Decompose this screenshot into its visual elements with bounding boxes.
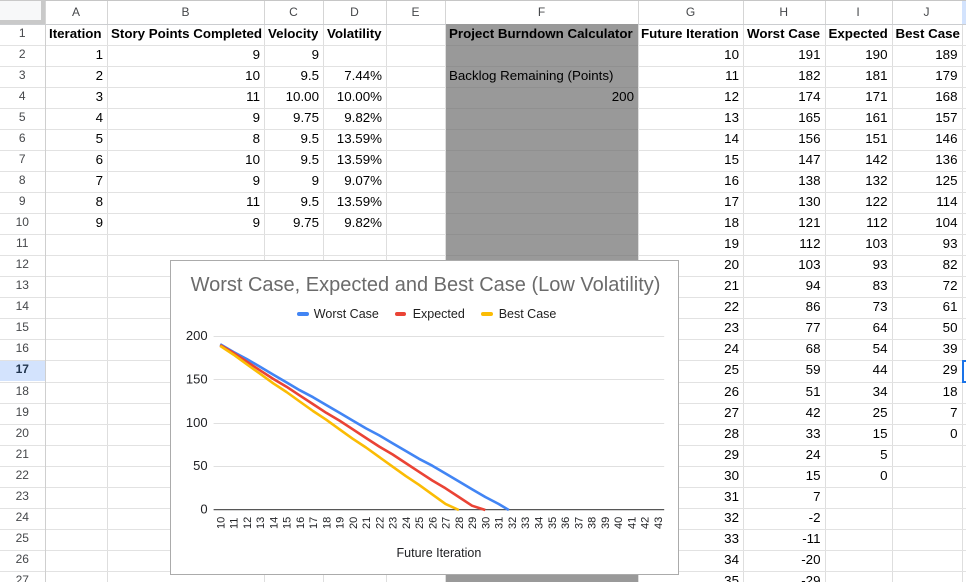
svg-text:15: 15 <box>282 517 294 529</box>
svg-text:43: 43 <box>653 517 665 529</box>
svg-text:33: 33 <box>520 517 532 529</box>
svg-text:32: 32 <box>507 517 519 529</box>
svg-text:18: 18 <box>321 517 333 529</box>
svg-text:17: 17 <box>308 517 320 529</box>
svg-text:23: 23 <box>388 517 400 529</box>
svg-text:19: 19 <box>335 517 347 529</box>
svg-text:200: 200 <box>186 328 208 343</box>
svg-text:100: 100 <box>186 415 208 430</box>
svg-text:34: 34 <box>534 517 546 529</box>
svg-text:13: 13 <box>255 517 267 529</box>
svg-text:24: 24 <box>401 517 413 529</box>
svg-text:27: 27 <box>441 517 453 529</box>
svg-text:38: 38 <box>587 517 599 529</box>
svg-text:0: 0 <box>200 502 207 517</box>
svg-text:150: 150 <box>186 371 208 386</box>
svg-text:11: 11 <box>229 518 241 529</box>
svg-text:31: 31 <box>494 517 506 529</box>
svg-text:40: 40 <box>613 517 625 529</box>
svg-text:30: 30 <box>481 517 493 529</box>
svg-text:29: 29 <box>467 517 479 529</box>
svg-text:20: 20 <box>348 517 360 529</box>
svg-text:37: 37 <box>573 517 585 529</box>
svg-text:10: 10 <box>215 517 227 529</box>
svg-text:22: 22 <box>375 517 387 529</box>
svg-text:41: 41 <box>626 517 638 529</box>
svg-text:12: 12 <box>242 517 254 529</box>
svg-text:16: 16 <box>295 517 307 529</box>
svg-text:28: 28 <box>454 517 466 529</box>
svg-text:50: 50 <box>193 458 207 473</box>
svg-text:26: 26 <box>428 517 440 529</box>
svg-text:21: 21 <box>361 517 373 529</box>
svg-text:39: 39 <box>600 517 612 529</box>
svg-text:36: 36 <box>560 517 572 529</box>
svg-text:42: 42 <box>640 517 652 529</box>
svg-text:25: 25 <box>414 517 426 529</box>
svg-text:Future Iteration: Future Iteration <box>397 546 482 560</box>
svg-text:35: 35 <box>547 517 559 529</box>
svg-text:14: 14 <box>268 517 280 529</box>
